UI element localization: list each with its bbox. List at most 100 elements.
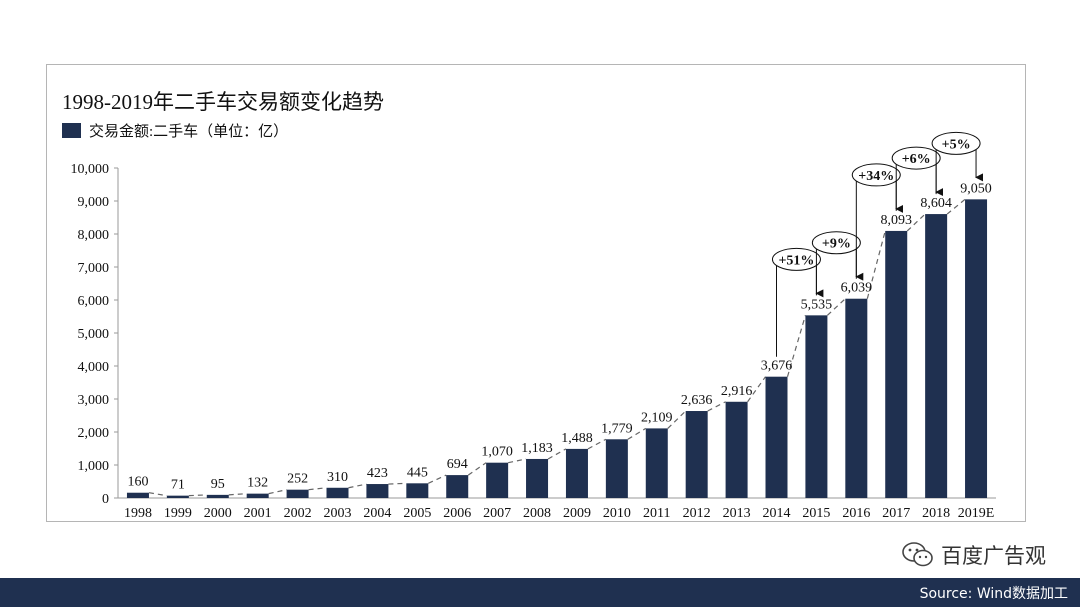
- growth-label: +5%: [942, 137, 971, 152]
- x-tick-label: 2010: [603, 506, 631, 521]
- value-label: 1,779: [601, 421, 633, 436]
- x-tick-label: 2018: [922, 506, 950, 521]
- trend-line-segment: [587, 438, 607, 450]
- x-tick-label: 2019E: [958, 506, 995, 521]
- trend-line-segment: [467, 462, 487, 476]
- trend-line-segment: [866, 230, 886, 299]
- value-label: 2,916: [721, 384, 753, 399]
- bar-2005: [406, 483, 429, 498]
- trend-line-segment: [786, 315, 806, 377]
- watermark: 百度广告观: [901, 540, 1046, 570]
- trend-line-segment: [667, 410, 687, 429]
- bar-1999: [166, 495, 189, 498]
- bar-2012: [685, 411, 708, 498]
- y-tick-label: 6,000: [78, 294, 110, 309]
- value-label: 9,050: [960, 181, 992, 196]
- wechat-icon: [902, 542, 933, 567]
- value-label: 423: [367, 466, 388, 481]
- trend-line-segment: [388, 482, 407, 485]
- x-tick-label: 2017: [882, 506, 910, 521]
- bar-2008: [526, 458, 549, 498]
- trend-line-segment: [707, 401, 726, 412]
- x-tick-label: 2013: [723, 506, 751, 521]
- value-label: 310: [327, 470, 348, 485]
- chart-title: 1998-2019年二手车交易额变化趋势: [62, 90, 384, 114]
- value-label: 1,070: [481, 445, 513, 460]
- bar-2011: [645, 428, 668, 498]
- y-tick-label: 10,000: [71, 162, 110, 177]
- x-tick-label: 2005: [403, 506, 431, 521]
- x-tick-label: 2003: [324, 506, 352, 521]
- bar-2014: [765, 376, 788, 498]
- bar-2009: [565, 448, 588, 498]
- trend-line-segment: [547, 448, 567, 460]
- bar-2019E: [965, 199, 988, 498]
- trend-line-segment: [508, 458, 527, 464]
- value-label: 694: [447, 457, 468, 472]
- x-tick-label: 2011: [643, 506, 670, 521]
- growth-badge: [811, 231, 861, 255]
- value-label: 2,636: [681, 393, 713, 408]
- bar-2013: [725, 401, 748, 498]
- bar-2004: [366, 484, 389, 498]
- value-label: 1,488: [561, 431, 593, 446]
- x-tick-label: 1999: [164, 506, 192, 521]
- trend-line-segment: [228, 493, 247, 496]
- x-tick-label: 2007: [483, 506, 511, 521]
- bar-2010: [605, 439, 628, 498]
- legend-label: 交易金额:二手车（单位：亿）: [89, 124, 289, 140]
- x-tick-label: 1998: [124, 506, 152, 521]
- source-note: Source: Wind数据加工: [919, 586, 1068, 602]
- footer-bar: Source: Wind数据加工: [0, 578, 1080, 607]
- trend-line-segment: [268, 489, 287, 495]
- bar-2017: [885, 230, 908, 498]
- bar-2006: [446, 475, 469, 498]
- value-label: 252: [287, 472, 308, 487]
- trend-line-segment: [906, 213, 926, 232]
- growth-badge: [771, 247, 821, 271]
- growth-badge: [851, 163, 901, 187]
- value-label: 2,109: [641, 410, 673, 425]
- x-tick-label: 2016: [842, 506, 870, 521]
- value-label: 1,183: [521, 441, 553, 456]
- bar-2018: [925, 214, 948, 498]
- value-label: 6,039: [841, 281, 873, 296]
- trend-line-segment: [627, 427, 647, 440]
- y-tick-label: 4,000: [78, 360, 110, 375]
- x-tick-label: 2000: [204, 506, 232, 521]
- trend-line-segment: [308, 487, 327, 491]
- legend-swatch: [62, 123, 81, 138]
- x-tick-label: 2001: [244, 506, 272, 521]
- value-label: 5,535: [801, 297, 833, 312]
- x-tick-label: 2012: [683, 506, 711, 521]
- trend-line-segment: [348, 483, 367, 489]
- chart-legend: 交易金额:二手车（单位：亿）: [62, 120, 288, 141]
- y-tick-label: 0: [102, 492, 109, 507]
- growth-label: +9%: [822, 237, 851, 252]
- bar-2001: [246, 493, 269, 498]
- value-label: 71: [171, 478, 185, 493]
- bar-2015: [805, 315, 828, 498]
- x-tick-label: 2008: [523, 506, 551, 521]
- y-tick-label: 3,000: [78, 393, 110, 408]
- y-tick-label: 5,000: [78, 327, 110, 342]
- x-tick-label: 2009: [563, 506, 591, 521]
- trend-line-segment: [148, 492, 167, 497]
- bar-2016: [845, 298, 868, 498]
- growth-label: +51%: [778, 253, 814, 268]
- value-label: 8,604: [920, 196, 952, 211]
- bar-2007: [486, 462, 509, 498]
- y-tick-label: 8,000: [78, 228, 110, 243]
- trend-line-segment: [188, 494, 207, 497]
- x-tick-label: 2002: [284, 506, 312, 521]
- value-label: 8,093: [880, 213, 912, 228]
- trend-line-segment: [827, 298, 846, 316]
- y-tick-label: 1,000: [78, 459, 110, 474]
- bar-1998: [126, 492, 149, 498]
- growth-label: +34%: [858, 169, 894, 184]
- trend-line-segment: [428, 474, 447, 484]
- x-tick-label: 2006: [443, 506, 471, 521]
- value-label: 132: [247, 476, 268, 491]
- value-label: 3,676: [761, 359, 793, 374]
- y-tick-label: 2,000: [78, 426, 110, 441]
